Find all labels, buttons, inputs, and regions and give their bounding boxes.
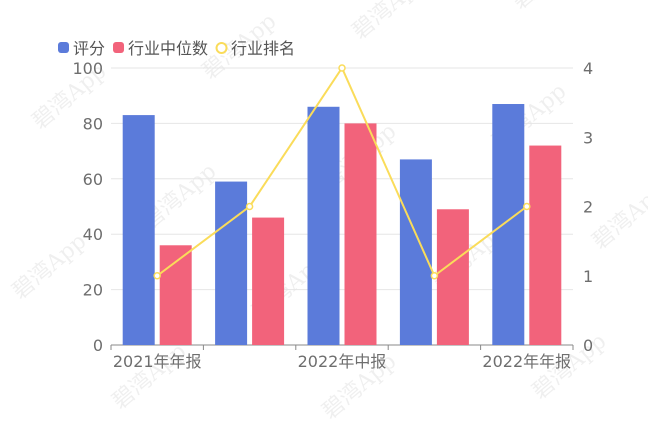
- y-right-tick-label: 4: [583, 59, 593, 78]
- y-right-tick-label: 3: [583, 128, 593, 147]
- y-left-tick-label: 80: [83, 114, 103, 133]
- line-layer: [153, 64, 531, 280]
- y-left-tick-label: 100: [72, 59, 103, 78]
- bar-score: [399, 159, 432, 345]
- bar-score: [492, 104, 525, 345]
- legend-marker: [58, 42, 69, 53]
- line-point: [430, 272, 439, 280]
- legend-label: 行业中位数: [128, 39, 208, 58]
- bar-score: [215, 181, 248, 345]
- x-tick-label: 2021年年报: [113, 352, 202, 371]
- x-tick-label: 2022年年报: [482, 352, 571, 371]
- line-point: [245, 202, 254, 211]
- bar-score: [122, 115, 155, 345]
- watermark-text: 碧湾App: [588, 179, 648, 255]
- x-tick-label: 2022年中报: [298, 352, 387, 371]
- bar-score: [307, 106, 340, 345]
- line-point: [338, 64, 346, 72]
- watermark-text: 碧湾App: [508, 0, 592, 15]
- line-point: [153, 272, 161, 280]
- watermark-text: 碧湾App: [348, 0, 432, 45]
- watermark-text: 碧湾App: [8, 229, 92, 305]
- legend-label: 行业排名: [231, 39, 295, 58]
- y-right-tick-label: 0: [583, 336, 593, 355]
- legend: 评分 行业中位数 行业排名: [58, 39, 295, 58]
- y-left-tick-label: 40: [83, 225, 103, 244]
- y-right-tick-label: 2: [583, 198, 593, 217]
- y-left-tick-label: 0: [93, 336, 103, 355]
- y-right-tick-label: 1: [583, 267, 593, 286]
- bar-industry-median: [252, 217, 285, 345]
- bar-layer: [122, 104, 562, 346]
- y-left-tick-label: 60: [83, 170, 103, 189]
- legend-marker: [215, 42, 228, 54]
- bar-industry-median: [159, 245, 192, 345]
- legend-label: 评分: [73, 39, 105, 58]
- bar-industry-median: [344, 123, 377, 346]
- legend-marker: [113, 42, 125, 53]
- bar-industry-median: [529, 145, 562, 345]
- watermark-text: 碧湾App: [108, 339, 192, 415]
- axes: 0 20 40 60 80 100 0 1 2 3 4 2021年年报 2022年中报 2022年年报: [72, 59, 593, 371]
- line-point: [523, 202, 531, 211]
- bar-industry-median: [436, 209, 469, 345]
- y-left-tick-label: 20: [83, 281, 103, 300]
